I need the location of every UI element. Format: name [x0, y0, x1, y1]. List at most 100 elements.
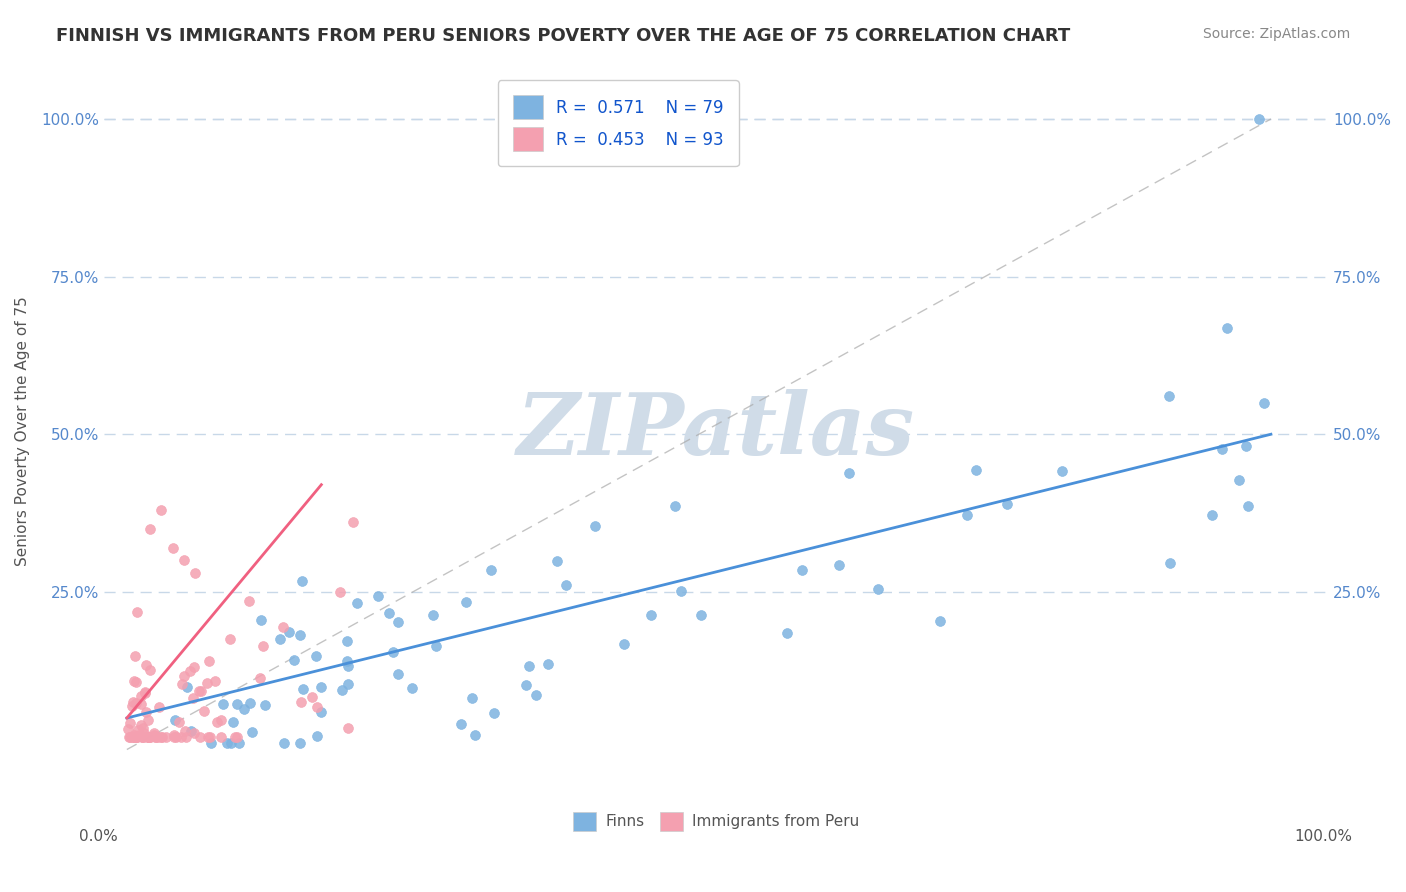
Point	[134, 685, 156, 699]
Point	[197, 730, 219, 744]
Point	[118, 715, 141, 730]
Point	[664, 499, 686, 513]
Point	[425, 640, 447, 654]
Point	[332, 682, 354, 697]
Point	[150, 503, 173, 517]
Point	[125, 675, 148, 690]
Point	[128, 728, 150, 742]
Text: 100.0%: 100.0%	[1295, 829, 1353, 844]
Point	[1201, 508, 1223, 522]
Point	[304, 648, 326, 663]
Point	[328, 584, 350, 599]
Point	[163, 728, 186, 742]
Point	[170, 730, 193, 744]
Point	[176, 680, 198, 694]
Point	[378, 607, 401, 621]
Point	[134, 686, 156, 700]
Point	[669, 583, 692, 598]
Point	[291, 574, 314, 588]
Point	[138, 663, 160, 677]
Point	[422, 608, 444, 623]
Point	[640, 608, 662, 623]
Point	[131, 730, 153, 744]
Point	[173, 669, 195, 683]
Point	[1253, 396, 1275, 410]
Point	[537, 657, 560, 671]
Point	[775, 626, 797, 640]
Point	[337, 677, 360, 691]
Point	[155, 730, 177, 744]
Point	[305, 700, 328, 714]
Point	[165, 730, 187, 744]
Point	[995, 497, 1018, 511]
Point	[135, 658, 157, 673]
Point	[965, 463, 987, 477]
Point	[252, 640, 274, 654]
Point	[179, 664, 201, 678]
Point	[125, 605, 148, 619]
Point	[307, 729, 329, 743]
Point	[180, 724, 202, 739]
Point	[461, 690, 484, 705]
Point	[190, 683, 212, 698]
Point	[309, 705, 332, 719]
Point	[121, 698, 143, 713]
Point	[613, 637, 636, 651]
Point	[124, 730, 146, 744]
Point	[228, 736, 250, 750]
Text: ZIPatlas: ZIPatlas	[517, 389, 915, 473]
Point	[122, 730, 145, 744]
Point	[218, 632, 240, 647]
Point	[689, 607, 711, 622]
Point	[336, 721, 359, 735]
Point	[195, 675, 218, 690]
Point	[381, 645, 404, 659]
Point	[122, 730, 145, 744]
Point	[271, 620, 294, 634]
Point	[790, 563, 813, 577]
Point	[219, 736, 242, 750]
Point	[162, 541, 184, 555]
Point	[1227, 473, 1250, 487]
Point	[336, 634, 359, 648]
Point	[193, 704, 215, 718]
Point	[278, 625, 301, 640]
Point	[249, 671, 271, 685]
Point	[401, 681, 423, 695]
Point	[136, 730, 159, 744]
Point	[127, 730, 149, 744]
Point	[124, 673, 146, 688]
Point	[132, 721, 155, 735]
Legend: R =  0.571    N = 79, R =  0.453    N = 93: R = 0.571 N = 79, R = 0.453 N = 93	[498, 80, 738, 166]
Point	[288, 628, 311, 642]
Point	[1216, 321, 1239, 335]
Point	[238, 593, 260, 607]
Point	[139, 730, 162, 744]
Point	[183, 660, 205, 674]
Point	[142, 728, 165, 742]
Point	[868, 582, 890, 597]
Point	[209, 730, 232, 744]
Point	[337, 659, 360, 673]
Point	[132, 726, 155, 740]
Point	[200, 736, 222, 750]
Point	[173, 553, 195, 567]
Point	[205, 714, 228, 729]
Point	[387, 666, 409, 681]
Point	[249, 613, 271, 627]
Point	[138, 522, 160, 536]
Point	[827, 558, 849, 573]
Point	[124, 649, 146, 664]
Point	[1159, 556, 1181, 570]
Point	[131, 730, 153, 744]
Point	[524, 688, 547, 702]
Point	[956, 508, 979, 523]
Point	[148, 699, 170, 714]
Point	[283, 652, 305, 666]
Text: FINNISH VS IMMIGRANTS FROM PERU SENIORS POVERTY OVER THE AGE OF 75 CORRELATION C: FINNISH VS IMMIGRANTS FROM PERU SENIORS …	[56, 27, 1070, 45]
Point	[309, 680, 332, 694]
Point	[464, 728, 486, 742]
Point	[146, 730, 169, 744]
Point	[129, 689, 152, 703]
Point	[121, 730, 143, 744]
